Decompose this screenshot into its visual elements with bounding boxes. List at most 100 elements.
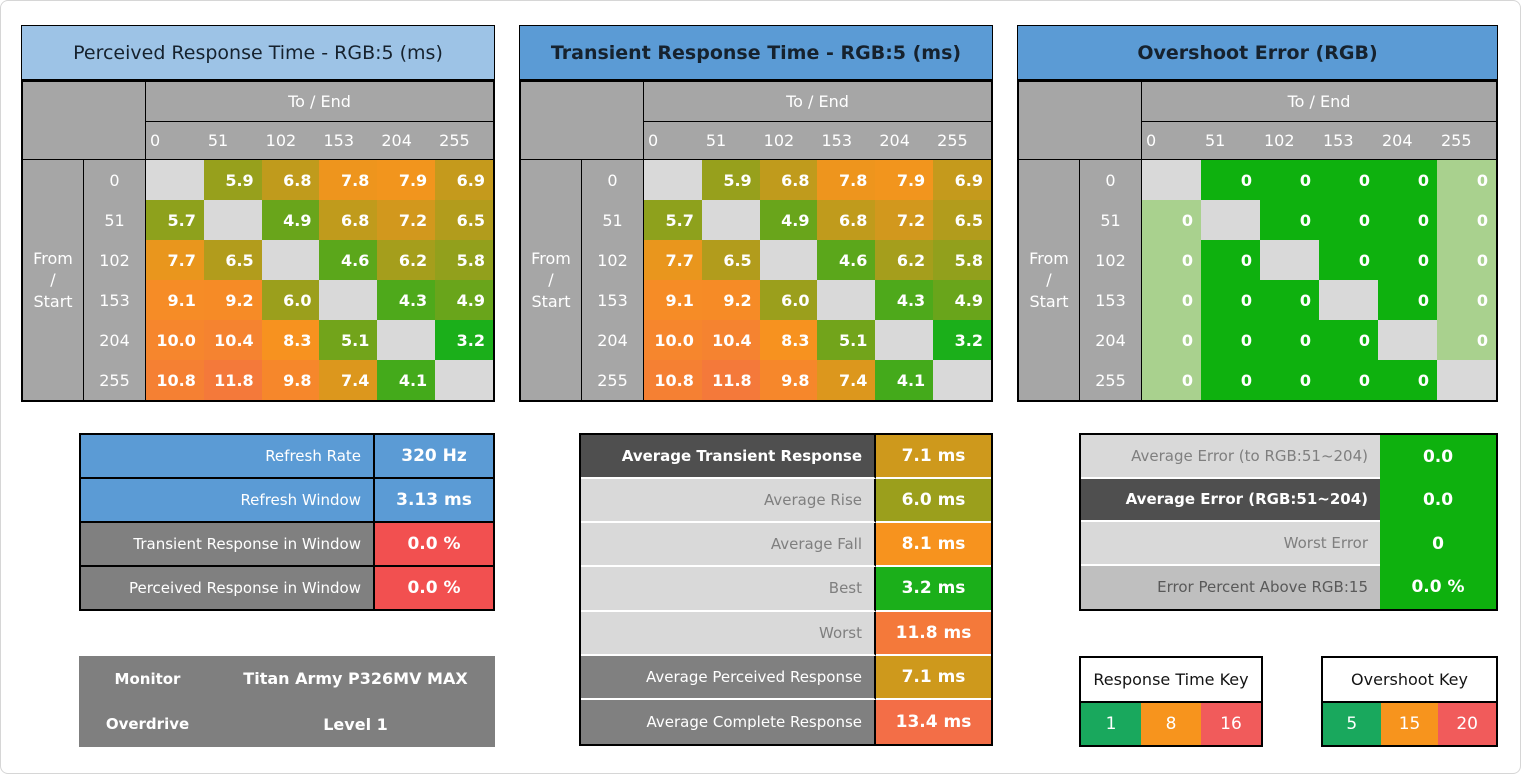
heat-cell-51-to-153: 6.8 — [319, 200, 378, 240]
summary-value: 13.4 ms — [876, 699, 991, 744]
summary-value: 0.0 — [1380, 478, 1496, 522]
heat-cell-204-to-51: 10.4 — [203, 320, 262, 360]
summary-row: Overdrive Level 1 — [79, 702, 495, 748]
row-label-204: 204 — [1080, 320, 1142, 360]
summary-label: Refresh Rate — [81, 435, 375, 477]
heat-cell-102-to-204: 6.2 — [875, 240, 934, 280]
summary-value: 0.0 % — [375, 567, 493, 609]
heat-cell-0-to-153: 7.8 — [817, 160, 876, 200]
heat-cell-153-to-0: 9.1 — [644, 280, 702, 320]
heat-cell-255-to-153: 7.4 — [817, 360, 876, 400]
overshoot-error-panel: Overshoot Error (RGB) To / End From / St… — [1017, 25, 1498, 402]
error-summary-table: Average Error (to RGB:51~204) 0.0 Average … — [1079, 433, 1498, 611]
heat-cell-255-to-51: 11.8 — [203, 360, 262, 400]
heat-cell-153-to-0: 0 — [1142, 280, 1201, 320]
heat-cell-255-to-0: 10.8 — [644, 360, 702, 400]
heat-cell-204-to-153: 5.1 — [817, 320, 876, 360]
overshoot-key-cells: 5 15 20 — [1323, 702, 1497, 745]
summary-label: Average Rise — [581, 479, 876, 524]
key-cell-20: 20 — [1438, 702, 1497, 745]
heat-cell-255-to-204: 4.1 — [875, 360, 934, 400]
summary-label: Average Perceived Response — [581, 655, 876, 700]
heat-cell-0-to-153: 7.8 — [319, 160, 378, 200]
heat-cell-255-to-0: 0 — [1142, 360, 1201, 400]
heat-cell-204-to-51: 10.4 — [701, 320, 760, 360]
heat-cell-0-to-102: 6.8 — [261, 160, 320, 200]
heat-cell-204-to-255: 3.2 — [933, 320, 991, 360]
overshoot-heatmap: To / End From / Start 0 51 102 153 204 255 0 0 0… — [1017, 80, 1498, 402]
summary-label: Worst Error — [1081, 522, 1380, 566]
heat-cell-102-to-0: 7.7 — [146, 240, 204, 280]
heat-cell-153-to-204: 0 — [1378, 280, 1437, 320]
heat-cell-102-to-51: 6.5 — [203, 240, 262, 280]
key-cell-15: 15 — [1380, 702, 1439, 745]
summary-value: 7.1 ms — [876, 435, 991, 480]
heat-cell-102-to-255: 5.8 — [933, 240, 991, 280]
heat-cell-204-to-102: 0 — [1260, 320, 1319, 360]
heat-cell-153-to-51: 0 — [1201, 280, 1260, 320]
col-label-204: 204 — [875, 122, 934, 160]
heat-cell-0-to-0 — [146, 160, 204, 200]
col-label-255: 255 — [435, 122, 493, 160]
heat-cell-102-to-102 — [1260, 240, 1319, 280]
summary-value: 0.0 % — [1380, 565, 1496, 609]
heat-cell-102-to-102 — [261, 240, 320, 280]
from-start-axis-label: From / Start — [1019, 160, 1080, 400]
heat-cell-51-to-51 — [203, 200, 262, 240]
heat-cell-255-to-153: 0 — [1319, 360, 1378, 400]
panel-title-perceived: Perceived Response Time - RGB:5 (ms) — [21, 25, 495, 80]
heat-cell-0-to-153: 0 — [1319, 160, 1378, 200]
heat-cell-153-to-51: 9.2 — [701, 280, 760, 320]
heat-cell-153-to-153 — [1319, 280, 1378, 320]
heat-cell-51-to-153: 6.8 — [817, 200, 876, 240]
heat-cell-0-to-0 — [644, 160, 702, 200]
heat-cell-51-to-102: 4.9 — [261, 200, 320, 240]
row-label-102: 102 — [1080, 240, 1142, 280]
heat-cell-0-to-204: 7.9 — [875, 160, 934, 200]
heat-cell-255-to-102: 0 — [1260, 360, 1319, 400]
col-label-204: 204 — [377, 122, 436, 160]
col-label-102: 102 — [261, 122, 320, 160]
row-label-153: 153 — [582, 280, 644, 320]
from-start-axis-label: From / Start — [23, 160, 84, 400]
col-label-51: 51 — [1201, 122, 1260, 160]
transient-heatmap: To / End From / Start 0 51 102 153 204 255 0 5.… — [519, 80, 993, 402]
heat-cell-204-to-0: 0 — [1142, 320, 1201, 360]
heat-cell-204-to-51: 0 — [1201, 320, 1260, 360]
heat-cell-102-to-255: 5.8 — [435, 240, 493, 280]
heat-cell-102-to-153: 4.6 — [319, 240, 378, 280]
row-label-255: 255 — [1080, 360, 1142, 400]
heat-cell-153-to-255: 4.9 — [435, 280, 493, 320]
heat-cell-204-to-102: 8.3 — [759, 320, 818, 360]
row-label-255: 255 — [582, 360, 644, 400]
heat-cell-102-to-255: 0 — [1437, 240, 1496, 280]
summary-value: 7.1 ms — [876, 655, 991, 700]
heat-cell-153-to-51: 9.2 — [203, 280, 262, 320]
perceived-response-panel: Perceived Response Time - RGB:5 (ms) To … — [21, 25, 495, 402]
heat-cell-102-to-51: 0 — [1201, 240, 1260, 280]
summary-value: 6.0 ms — [876, 479, 991, 524]
from-start-axis-label: From / Start — [521, 160, 582, 400]
heat-cell-0-to-51: 5.9 — [701, 160, 760, 200]
summary-label: Average Fall — [581, 523, 876, 568]
col-label-153: 153 — [319, 122, 378, 160]
heat-cell-204-to-255: 3.2 — [435, 320, 493, 360]
row-label-204: 204 — [84, 320, 146, 360]
summary-row: Transient Response in Window 0.0 % — [81, 523, 493, 567]
col-label-0: 0 — [644, 122, 702, 160]
monitor-info-table: Monitor Titan Army P326MV MAX Overdrive Lev… — [79, 656, 495, 747]
heat-cell-102-to-153: 0 — [1319, 240, 1378, 280]
summary-label: Refresh Window — [81, 479, 375, 521]
summary-row: Best 3.2 ms — [581, 567, 991, 612]
col-label-255: 255 — [1437, 122, 1496, 160]
heat-cell-204-to-255: 0 — [1437, 320, 1496, 360]
heat-cell-51-to-51 — [1201, 200, 1260, 240]
heat-cell-102-to-153: 4.6 — [817, 240, 876, 280]
heat-cell-255-to-51: 0 — [1201, 360, 1260, 400]
heat-cell-0-to-255: 6.9 — [435, 160, 493, 200]
heat-cell-51-to-0: 5.7 — [644, 200, 702, 240]
heat-cell-51-to-204: 0 — [1378, 200, 1437, 240]
col-label-255: 255 — [933, 122, 991, 160]
to-end-axis-label: To / End — [146, 82, 493, 122]
row-label-51: 51 — [84, 200, 146, 240]
